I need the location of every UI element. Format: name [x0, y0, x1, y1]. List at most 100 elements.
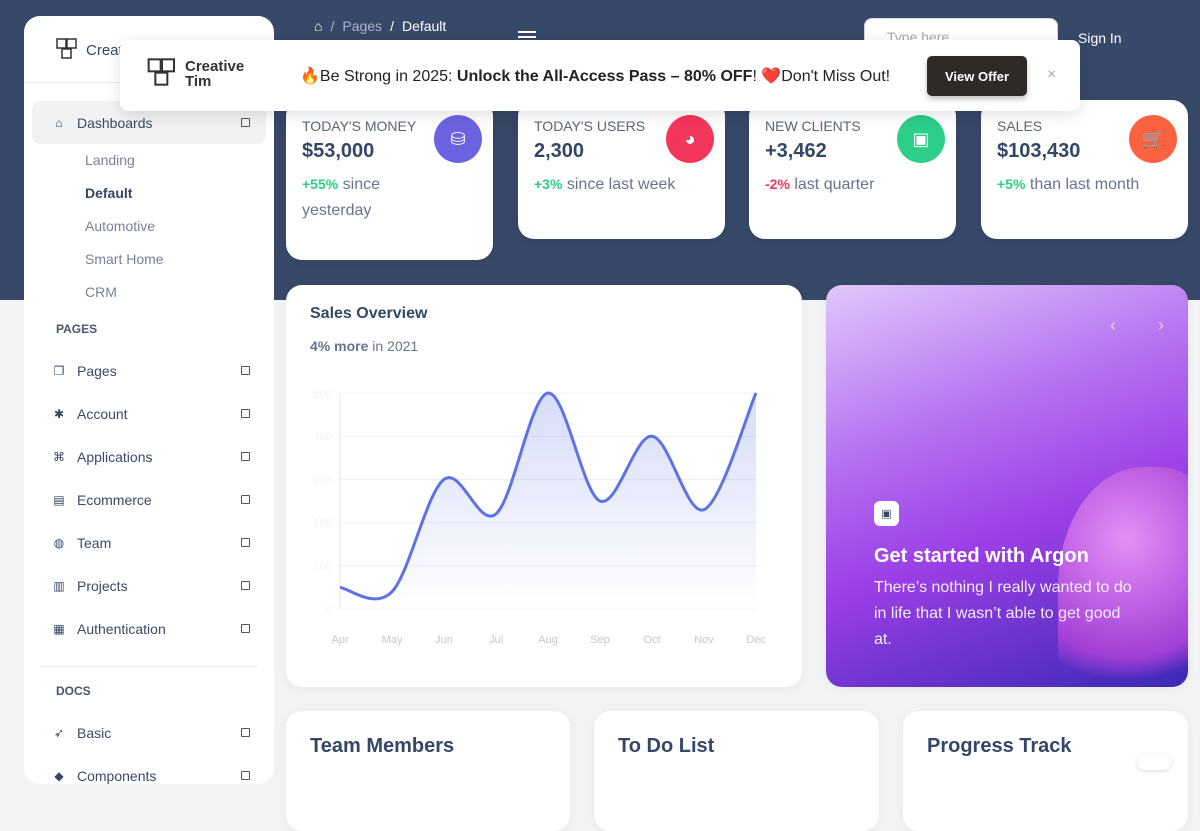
prev-icon[interactable]: ‹: [1110, 315, 1116, 335]
basket-icon: ▤: [53, 492, 65, 507]
globe-icon: ◕: [666, 115, 714, 163]
text-bold: 4% more: [310, 338, 369, 354]
view-offer-button[interactable]: View Offer: [927, 56, 1027, 96]
banner-text: 🔥Be Strong in 2025: Unlock the All-Acces…: [300, 66, 890, 86]
stat-card: Today's Users 2,300 +3% since last week …: [518, 100, 725, 239]
stat-card: Today's Money $53,000 +55% since yesterd…: [286, 100, 493, 260]
y-tick-label: 200: [314, 518, 332, 530]
card-title: To Do List: [618, 735, 715, 757]
progress-track-card: Progress Track: [903, 711, 1188, 831]
home-icon[interactable]: ⌂: [314, 18, 323, 34]
expand-icon: [241, 771, 250, 780]
x-tick-label: Apr: [331, 634, 348, 646]
sidebar-sub-crm[interactable]: CRM: [85, 284, 117, 300]
sep: /: [330, 18, 335, 34]
sidebar-sub-default[interactable]: Default: [85, 185, 133, 201]
card-subtitle: 4% more in 2021: [310, 338, 418, 354]
breadcrumb: ⌂ / Pages / Default: [314, 18, 446, 34]
paper-icon: ▣: [897, 115, 945, 163]
label: Dashboards: [77, 114, 153, 131]
next-icon[interactable]: ›: [1158, 315, 1164, 335]
nav-dashboards: ⌂ Dashboards Landing Default Automotive S…: [32, 101, 266, 784]
stat-footer: +3% since last week: [534, 171, 684, 198]
sales-chart: 0 100 200 300 400 500 Apr May Jun Jul Aug Sep Oct Nov…: [314, 388, 767, 646]
sidebar: Creative Tim ⌂ Dashboards Landing Default…: [24, 16, 274, 784]
text-bold: Unlock the All-Access Pass – 80% OFF: [456, 68, 753, 85]
stat-change: +55%: [302, 176, 339, 192]
stat-value: $53,000: [302, 140, 375, 162]
y-tick-label: 500: [314, 388, 332, 400]
card-title: Sales Overview: [310, 305, 428, 322]
carousel-title: Get started with Argon: [874, 545, 1089, 567]
label: Projects: [77, 577, 128, 594]
logo-line: Creative: [185, 58, 245, 75]
todo-list-card: To Do List: [594, 711, 879, 831]
y-tick-label: 0: [326, 604, 332, 616]
stat-title: Today's Users: [534, 118, 646, 134]
x-tick-label: May: [382, 634, 403, 646]
sidebar-item-basic[interactable]: ➶ Basic: [32, 711, 266, 754]
sep: /: [390, 18, 394, 34]
sidebar-sub-smart-home[interactable]: Smart Home: [85, 251, 164, 267]
x-tick-label: Jun: [435, 634, 453, 646]
sidebar-item-account[interactable]: ✱ Account: [32, 392, 266, 435]
label: Applications: [77, 448, 153, 465]
gear-icon: ✱: [53, 406, 65, 421]
box-icon: ◆: [54, 768, 64, 783]
x-tick-label: Sep: [590, 634, 610, 646]
sidebar-sub-automotive[interactable]: Automotive: [85, 218, 156, 234]
close-icon[interactable]: ×: [1047, 66, 1057, 83]
stat-title: New Clients: [765, 118, 861, 134]
sidebar-item-ecommerce[interactable]: ▤ Ecommerce: [32, 478, 266, 521]
expand-icon: [241, 581, 250, 590]
sidebar-item-team[interactable]: ◍ Team: [32, 521, 266, 564]
stat-suffix: since last week: [562, 176, 676, 193]
pages-icon: ❐: [53, 363, 65, 378]
label: Ecommerce: [77, 491, 152, 508]
creative-tim-logo-icon: [147, 58, 175, 86]
x-tick-label: Oct: [643, 634, 660, 646]
stat-change: +3%: [534, 176, 563, 192]
expand-icon: [241, 728, 250, 737]
sidebar-item-pages[interactable]: ❐ Pages: [32, 349, 266, 392]
label: Account: [77, 405, 128, 422]
section-docs: DOCS: [56, 684, 91, 698]
breadcrumb-pages[interactable]: Pages: [342, 18, 383, 34]
y-tick-label: 300: [314, 474, 332, 486]
stat-footer: +5% than last month: [997, 171, 1147, 198]
globe-icon: ◍: [53, 535, 65, 550]
stat-card: New Clients +3,462 -2% last quarter ▣: [749, 100, 956, 239]
stat-title: Today's Money: [302, 118, 417, 134]
stat-value: $103,430: [997, 140, 1081, 162]
expand-icon: [241, 495, 250, 504]
stat-change: +5%: [997, 176, 1026, 192]
sign-in-link[interactable]: Sign In: [1078, 30, 1122, 46]
sidebar-item-applications[interactable]: ⌘ Applications: [32, 435, 266, 478]
label: Authentication: [77, 620, 166, 637]
y-tick-label: 100: [314, 561, 332, 573]
label: Basic: [77, 724, 112, 741]
x-tick-label: Jul: [489, 634, 503, 646]
expand-icon: [241, 118, 250, 127]
label: Team: [77, 534, 112, 551]
y-tick-label: 400: [314, 431, 332, 443]
divider: [40, 666, 258, 667]
shop-icon: ⌂: [55, 115, 63, 130]
stat-suffix: since yesterday: [302, 176, 380, 219]
argon-carousel: ‹ › ▣ Get started with Argon There’s not…: [826, 285, 1188, 687]
x-tick-label: Aug: [538, 634, 558, 646]
chat-toggle[interactable]: [1137, 754, 1171, 770]
label: Components: [77, 767, 157, 784]
carousel-text: There’s nothing I really wanted to do in…: [874, 579, 1132, 648]
text: ! ❤️Don't Miss Out!: [752, 68, 891, 85]
card-title: Progress Track: [927, 735, 1072, 757]
camera-icon: ▣: [874, 501, 899, 526]
sidebar-item-projects[interactable]: ▥ Projects: [32, 564, 266, 607]
money-icon: ⛁: [434, 115, 482, 163]
expand-icon: [241, 624, 250, 633]
sidebar-item-components[interactable]: ◆ Components: [32, 754, 266, 784]
series-line: [339, 391, 758, 601]
sidebar-item-authentication[interactable]: ▦ Authentication: [32, 607, 266, 650]
sidebar-sub-landing[interactable]: Landing: [85, 152, 135, 168]
stat-footer: +55% since yesterday: [302, 171, 452, 224]
